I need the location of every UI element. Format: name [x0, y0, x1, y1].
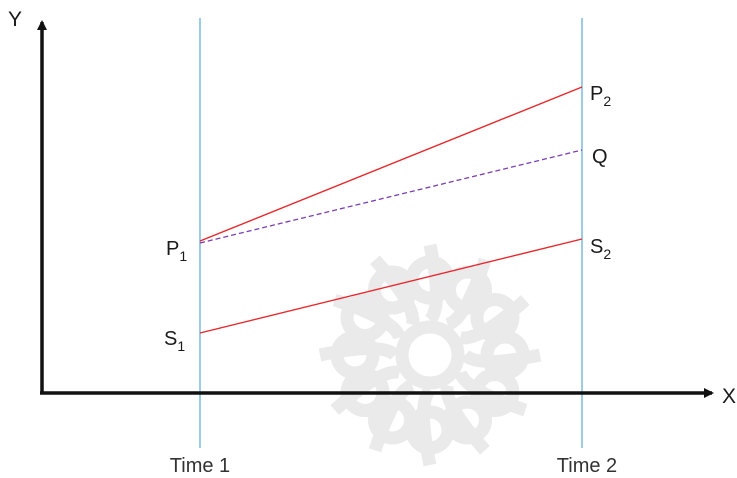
p2-label: P2 [590, 83, 611, 109]
p1-q-dashed-line [199, 149, 583, 244]
p1-label: P1 [166, 238, 187, 264]
watermark-ring [470, 293, 520, 342]
y-axis-label: Y [8, 8, 22, 31]
watermark-ring [443, 265, 492, 315]
time2-label: Time 2 [557, 455, 617, 477]
time1-label: Time 1 [170, 455, 230, 477]
x-axis-label: X [722, 385, 736, 408]
s1-s2-line [199, 238, 583, 334]
p1-p2-line [199, 86, 583, 242]
watermark-ring [340, 293, 390, 342]
watermark-rosette-icon [318, 243, 542, 467]
watermark-center [395, 320, 465, 390]
s1-label: S1 [164, 328, 185, 354]
watermark-ring [368, 395, 417, 445]
s2-label: S2 [590, 236, 611, 262]
q-label: Q [592, 146, 608, 168]
